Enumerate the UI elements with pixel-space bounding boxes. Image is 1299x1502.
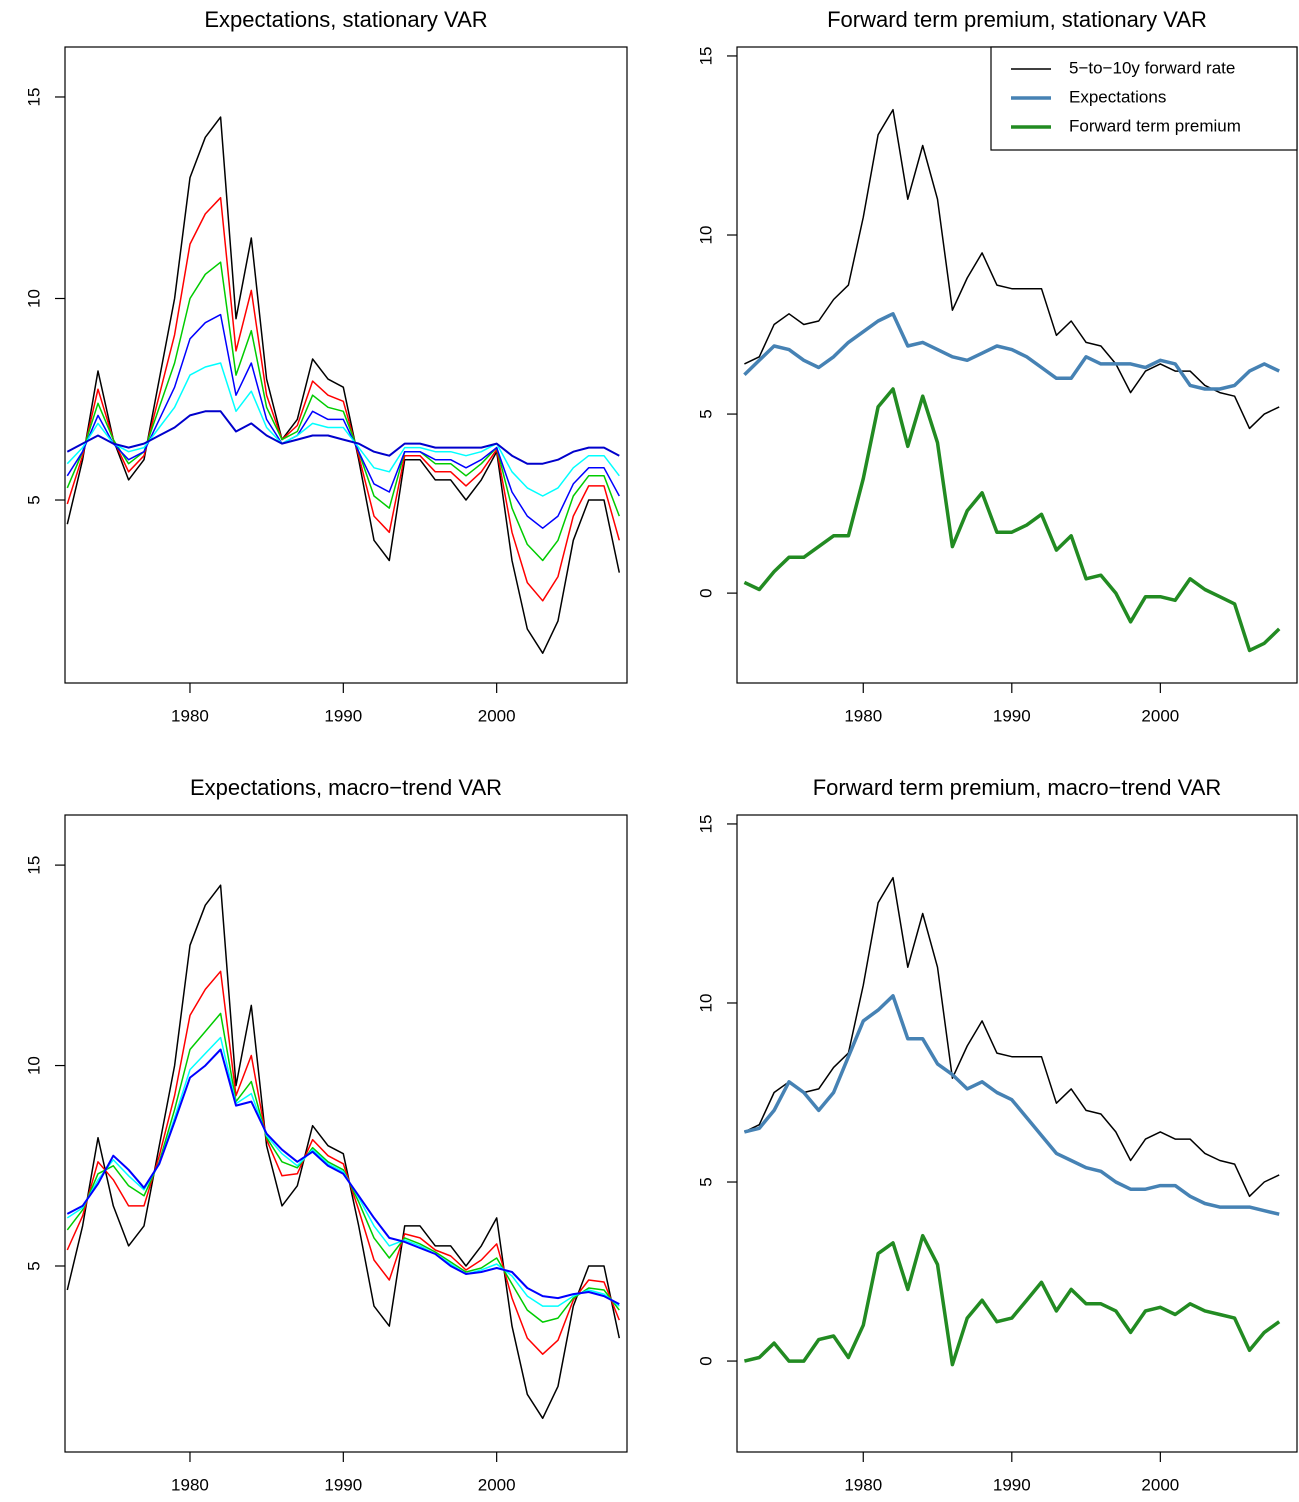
x-tick-label: 1990 [324,706,362,725]
x-tick-label: 1980 [844,1475,882,1494]
x-tick-label: 1990 [324,1475,362,1494]
y-tick-label: 5 [696,409,715,418]
chart-title: Forward term premium, stationary VAR [827,7,1207,32]
y-tick-label: 15 [24,88,43,107]
data-line [743,312,1280,391]
x-tick-label: 1990 [993,706,1031,725]
y-tick-label: 15 [696,814,715,833]
y-tick-label: 10 [696,226,715,245]
data-line [66,884,621,1420]
x-tick-label: 1990 [993,1475,1031,1494]
y-tick-label: 15 [696,46,715,65]
plot-frame [64,814,628,1453]
data-line [66,410,620,465]
data-line [743,387,1281,653]
data-line [744,108,1280,430]
data-line [66,313,620,529]
panel: Forward term premium, stationary VAR 1980… [696,7,1298,725]
y-tick-label: 0 [696,588,715,597]
y-tick-label: 5 [24,495,43,504]
chart-title: Forward term premium, macro−trend VAR [813,775,1222,800]
data-line [743,994,1280,1216]
chart-title: Expectations, stationary VAR [204,7,487,32]
data-line [66,116,621,654]
y-tick-label: 0 [696,1356,715,1365]
chart-title: Expectations, macro−trend VAR [190,775,502,800]
legend: 5−to−10y forward rate Expectations Forward… [990,46,1298,151]
x-tick-label: 2000 [478,1475,516,1494]
y-tick-label: 10 [696,994,715,1013]
x-tick-label: 2000 [1141,1475,1179,1494]
x-tick-label: 1980 [171,706,209,725]
x-tick-label: 2000 [478,706,516,725]
plot-frame [64,46,628,684]
legend-label: 5−to−10y forward rate [1069,58,1235,77]
data-line [744,876,1280,1198]
data-line [66,1048,620,1305]
plot-frame [736,814,1298,1453]
panel: Expectations, macro−trend VAR 1980 1990 200… [24,775,628,1494]
x-tick-label: 2000 [1141,706,1179,725]
y-tick-label: 5 [24,1261,43,1270]
y-tick-label: 5 [696,1177,715,1186]
data-line [743,1233,1281,1367]
y-tick-label: 15 [24,856,43,875]
data-line [66,1012,620,1323]
data-line [66,362,620,497]
y-tick-label: 10 [24,1056,43,1075]
data-line [66,1036,620,1307]
data-line [66,970,620,1355]
panel: Expectations, stationary VAR 1980 1990 2000… [24,7,628,725]
legend-label: Forward term premium [1069,116,1241,135]
y-tick-label: 10 [24,289,43,308]
x-tick-label: 1980 [844,706,882,725]
data-line [66,196,621,602]
legend-label: Expectations [1069,87,1166,106]
x-tick-label: 1980 [171,1475,209,1494]
data-line [66,261,621,562]
panel: Forward term premium, macro−trend VAR 198… [696,775,1298,1494]
